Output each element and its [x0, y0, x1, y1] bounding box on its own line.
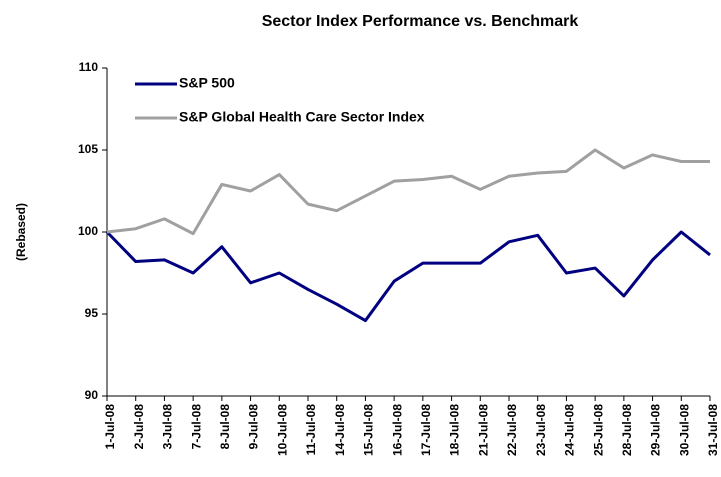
x-tick-label: 10-Jul-08 [275, 404, 289, 456]
x-tick-label: 16-Jul-08 [390, 404, 404, 456]
x-tick-label: 25-Jul-08 [591, 404, 605, 456]
x-tick-label: 22-Jul-08 [505, 404, 519, 456]
x-tick-label: 1-Jul-08 [103, 404, 117, 450]
x-tick-label: 21-Jul-08 [476, 404, 490, 456]
x-tick-label: 15-Jul-08 [362, 404, 376, 456]
x-tick-label: 24-Jul-08 [563, 404, 577, 456]
x-tick-label: 28-Jul-08 [620, 404, 634, 456]
x-tick-label: 8-Jul-08 [218, 404, 232, 450]
y-tick-label: 90 [85, 388, 99, 402]
x-tick-label: 18-Jul-08 [448, 404, 462, 456]
x-tick-label: 23-Jul-08 [534, 404, 548, 456]
y-tick-label: 105 [78, 142, 98, 156]
y-tick-label: 100 [78, 224, 98, 238]
series-line [106, 148, 710, 236]
x-tick-label: 7-Jul-08 [189, 404, 203, 450]
legend-label: S&P Global Health Care Sector Index [179, 109, 425, 125]
x-tick-label: 31-Jul-08 [706, 404, 720, 456]
series-line [105, 230, 711, 323]
x-tick-label: 9-Jul-08 [247, 404, 261, 450]
y-tick-label: 110 [79, 60, 99, 74]
x-tick-label: 11-Jul-08 [304, 404, 318, 456]
legend-label: S&P 500 [179, 75, 235, 91]
y-axis-label: (Rebased) [14, 203, 28, 261]
x-tick-label: 2-Jul-08 [132, 404, 146, 450]
x-tick-label: 29-Jul-08 [649, 404, 663, 456]
y-tick-label: 95 [85, 306, 99, 320]
x-tick-label: 30-Jul-08 [677, 404, 691, 456]
x-tick-label: 3-Jul-08 [161, 404, 175, 450]
x-tick-label: 14-Jul-08 [333, 404, 347, 456]
chart-title: Sector Index Performance vs. Benchmark [262, 13, 579, 30]
x-tick-label: 17-Jul-08 [419, 404, 433, 456]
